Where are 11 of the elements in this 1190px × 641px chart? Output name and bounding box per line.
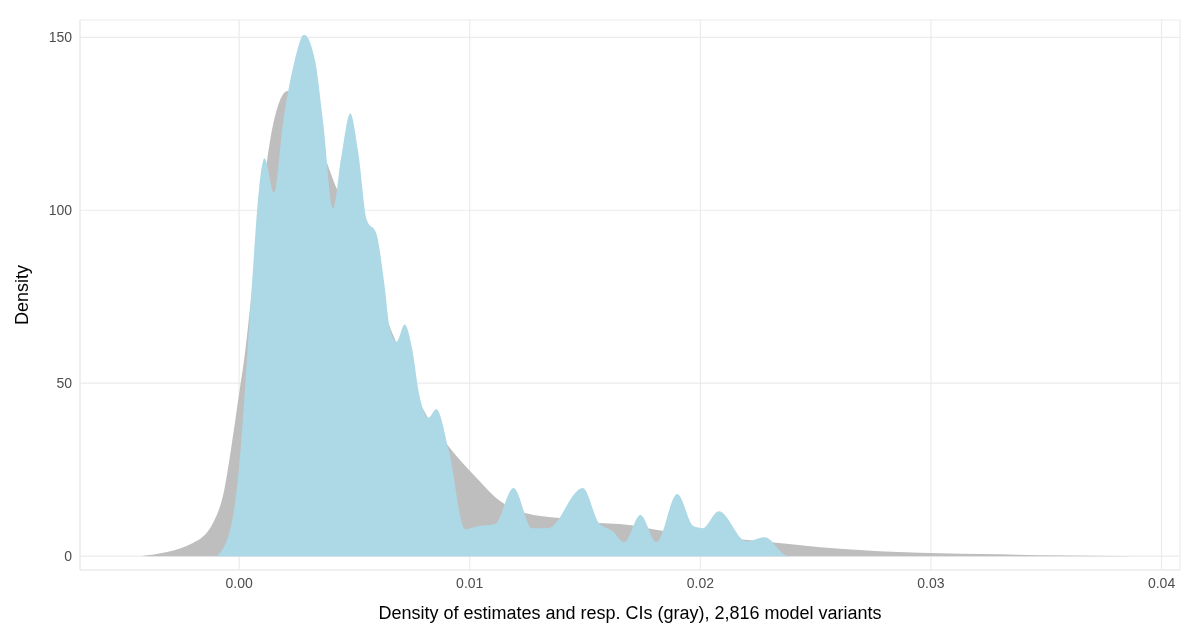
y-tick-label: 100 <box>48 202 73 219</box>
y-tick-label: 50 <box>56 375 73 392</box>
x-tick-label: 0.00 <box>225 574 253 591</box>
x-tick-label: 0.03 <box>917 574 945 591</box>
x-tick-label: 0.02 <box>686 574 715 591</box>
x-tick-label: 0.04 <box>1147 574 1176 591</box>
x-tick-label: 0.01 <box>456 574 484 591</box>
y-tick-label: 150 <box>48 29 73 46</box>
y-tick-label: 0 <box>64 548 73 565</box>
y-axis-title: Density <box>12 264 33 326</box>
x-axis-title: Density of estimates and resp. CIs (gray), 2,816 model variants <box>378 603 882 623</box>
